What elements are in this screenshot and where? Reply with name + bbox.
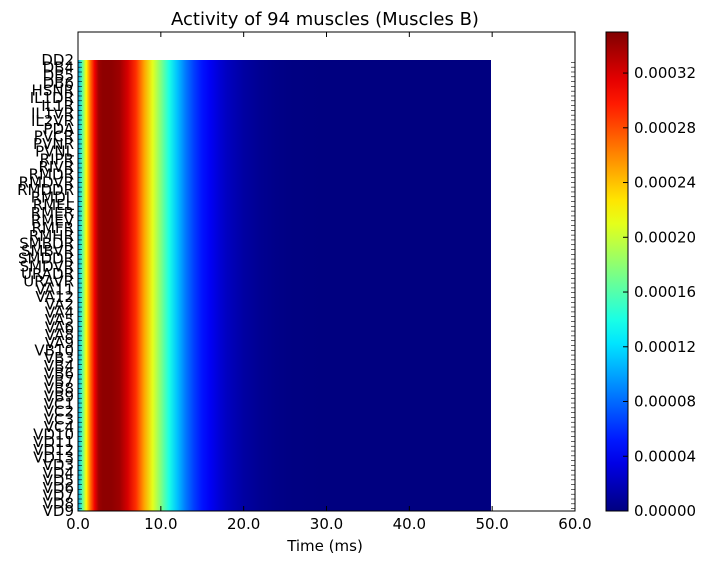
row-label: DB4 xyxy=(43,59,74,77)
row-label: VD10 xyxy=(33,426,74,444)
row-label: VA2 xyxy=(45,296,74,314)
colorbar-tick-label: 0.00024 xyxy=(634,174,696,192)
row-label: VD13 xyxy=(33,448,74,466)
colorbar-tick-label: 0.00012 xyxy=(634,338,696,356)
colorbar-tick-group: 0.00000 0.00004 0.00008 0.00012 0.00016 0.000… xyxy=(623,64,696,520)
row-label: VA4 xyxy=(45,303,74,321)
x-tick-label: 50.0 xyxy=(475,515,508,533)
row-label: SMDVR xyxy=(20,257,74,275)
row-label: SMBDR xyxy=(19,234,74,252)
row-label: VB7 xyxy=(44,372,74,390)
row-label-group: DD2DB4DB5DB6HSNRIL1DRIL1RIL1VRIL2VRPDAPV… xyxy=(17,51,75,520)
row-label: URAVR xyxy=(23,273,74,291)
row-label: VD9 xyxy=(43,502,74,520)
row-label: VC3 xyxy=(44,410,74,428)
row-label: VD7 xyxy=(43,487,74,505)
row-tick-group xyxy=(78,62,575,509)
row-label: RMER xyxy=(31,204,74,222)
row-label: IL2VR xyxy=(31,112,74,130)
row-label: RMDVR xyxy=(19,173,74,191)
row-label: RMHR xyxy=(29,227,74,245)
row-label: VB4 xyxy=(44,357,74,375)
x-tick-label: 0.0 xyxy=(66,515,90,533)
row-label: VC2 xyxy=(44,403,74,421)
row-label: RMFR xyxy=(32,219,74,237)
x-tick-label: 10.0 xyxy=(144,515,177,533)
row-label: VD8 xyxy=(43,494,74,512)
row-label: VD12 xyxy=(33,441,74,459)
x-tick-label: 40.0 xyxy=(393,515,426,533)
row-label: VA9 xyxy=(45,334,74,352)
colorbar-tick-label: 0.00004 xyxy=(634,447,696,465)
x-tick-label: 30.0 xyxy=(310,515,343,533)
row-label: PVCR xyxy=(34,127,74,145)
x-axis-label: Time (ms) xyxy=(286,537,363,555)
colorbar-tick-label: 0.00028 xyxy=(634,119,696,137)
row-label: RMDR xyxy=(29,166,74,184)
x-tick-group: 0.0 10.0 20.0 30.0 40.0 50.0 60.0 xyxy=(66,32,592,533)
row-label: VB9 xyxy=(44,387,74,405)
x-tick-label: 60.0 xyxy=(558,515,591,533)
row-label: VB3 xyxy=(44,349,74,367)
row-label: VB10 xyxy=(34,341,74,359)
row-label: VD4 xyxy=(43,464,74,482)
row-label: SMBVR xyxy=(21,242,74,260)
row-label: DD2 xyxy=(41,51,74,69)
colorbar-tick-label: 0.00008 xyxy=(634,393,696,411)
row-label: VC4 xyxy=(44,418,74,436)
row-label: HSNR xyxy=(32,82,74,100)
row-label: IL1VR xyxy=(31,105,74,123)
row-label: VD6 xyxy=(43,479,74,497)
row-label: SMDDR xyxy=(18,250,74,268)
heatmap-image xyxy=(78,60,491,511)
row-label: VA6 xyxy=(45,319,74,337)
row-label: PDA xyxy=(43,120,74,138)
colorbar-tick-label: 0.00032 xyxy=(634,64,696,82)
row-label: VA11 xyxy=(35,280,74,298)
row-label: VC1 xyxy=(44,395,74,413)
row-label: DB5 xyxy=(43,66,74,84)
row-label: RIPR xyxy=(40,150,74,168)
row-label: VA8 xyxy=(45,326,74,344)
row-label: RMEL xyxy=(33,196,75,214)
colorbar xyxy=(605,31,629,512)
row-label: RMDL xyxy=(31,189,75,207)
row-label: VD5 xyxy=(43,471,74,489)
row-label: VD3 xyxy=(43,456,74,474)
row-label: RIVR xyxy=(38,158,74,176)
row-label: IL1DR xyxy=(30,89,74,107)
colorbar-tick-label: 0.00016 xyxy=(634,283,696,301)
chart-title: Activity of 94 muscles (Muscles B) xyxy=(171,9,479,30)
row-label: VB6 xyxy=(44,364,74,382)
row-label: RMEV xyxy=(31,212,75,230)
row-label: VA5 xyxy=(45,311,74,329)
row-label: URADR xyxy=(21,265,74,283)
x-tick-label: 20.0 xyxy=(227,515,260,533)
row-label: VD11 xyxy=(33,433,74,451)
row-label: RMDDR xyxy=(17,181,74,199)
row-label: PVNL xyxy=(35,143,75,161)
row-label: DB6 xyxy=(43,74,74,92)
colorbar-tick-label: 0.00020 xyxy=(634,228,696,246)
row-label: IL1R xyxy=(41,97,74,115)
row-label: VB8 xyxy=(44,380,74,398)
row-label: PVNR xyxy=(33,135,74,153)
colorbar-tick-label: 0.00000 xyxy=(634,502,696,520)
plot-frame xyxy=(77,31,576,512)
row-label: VA12 xyxy=(35,288,74,306)
